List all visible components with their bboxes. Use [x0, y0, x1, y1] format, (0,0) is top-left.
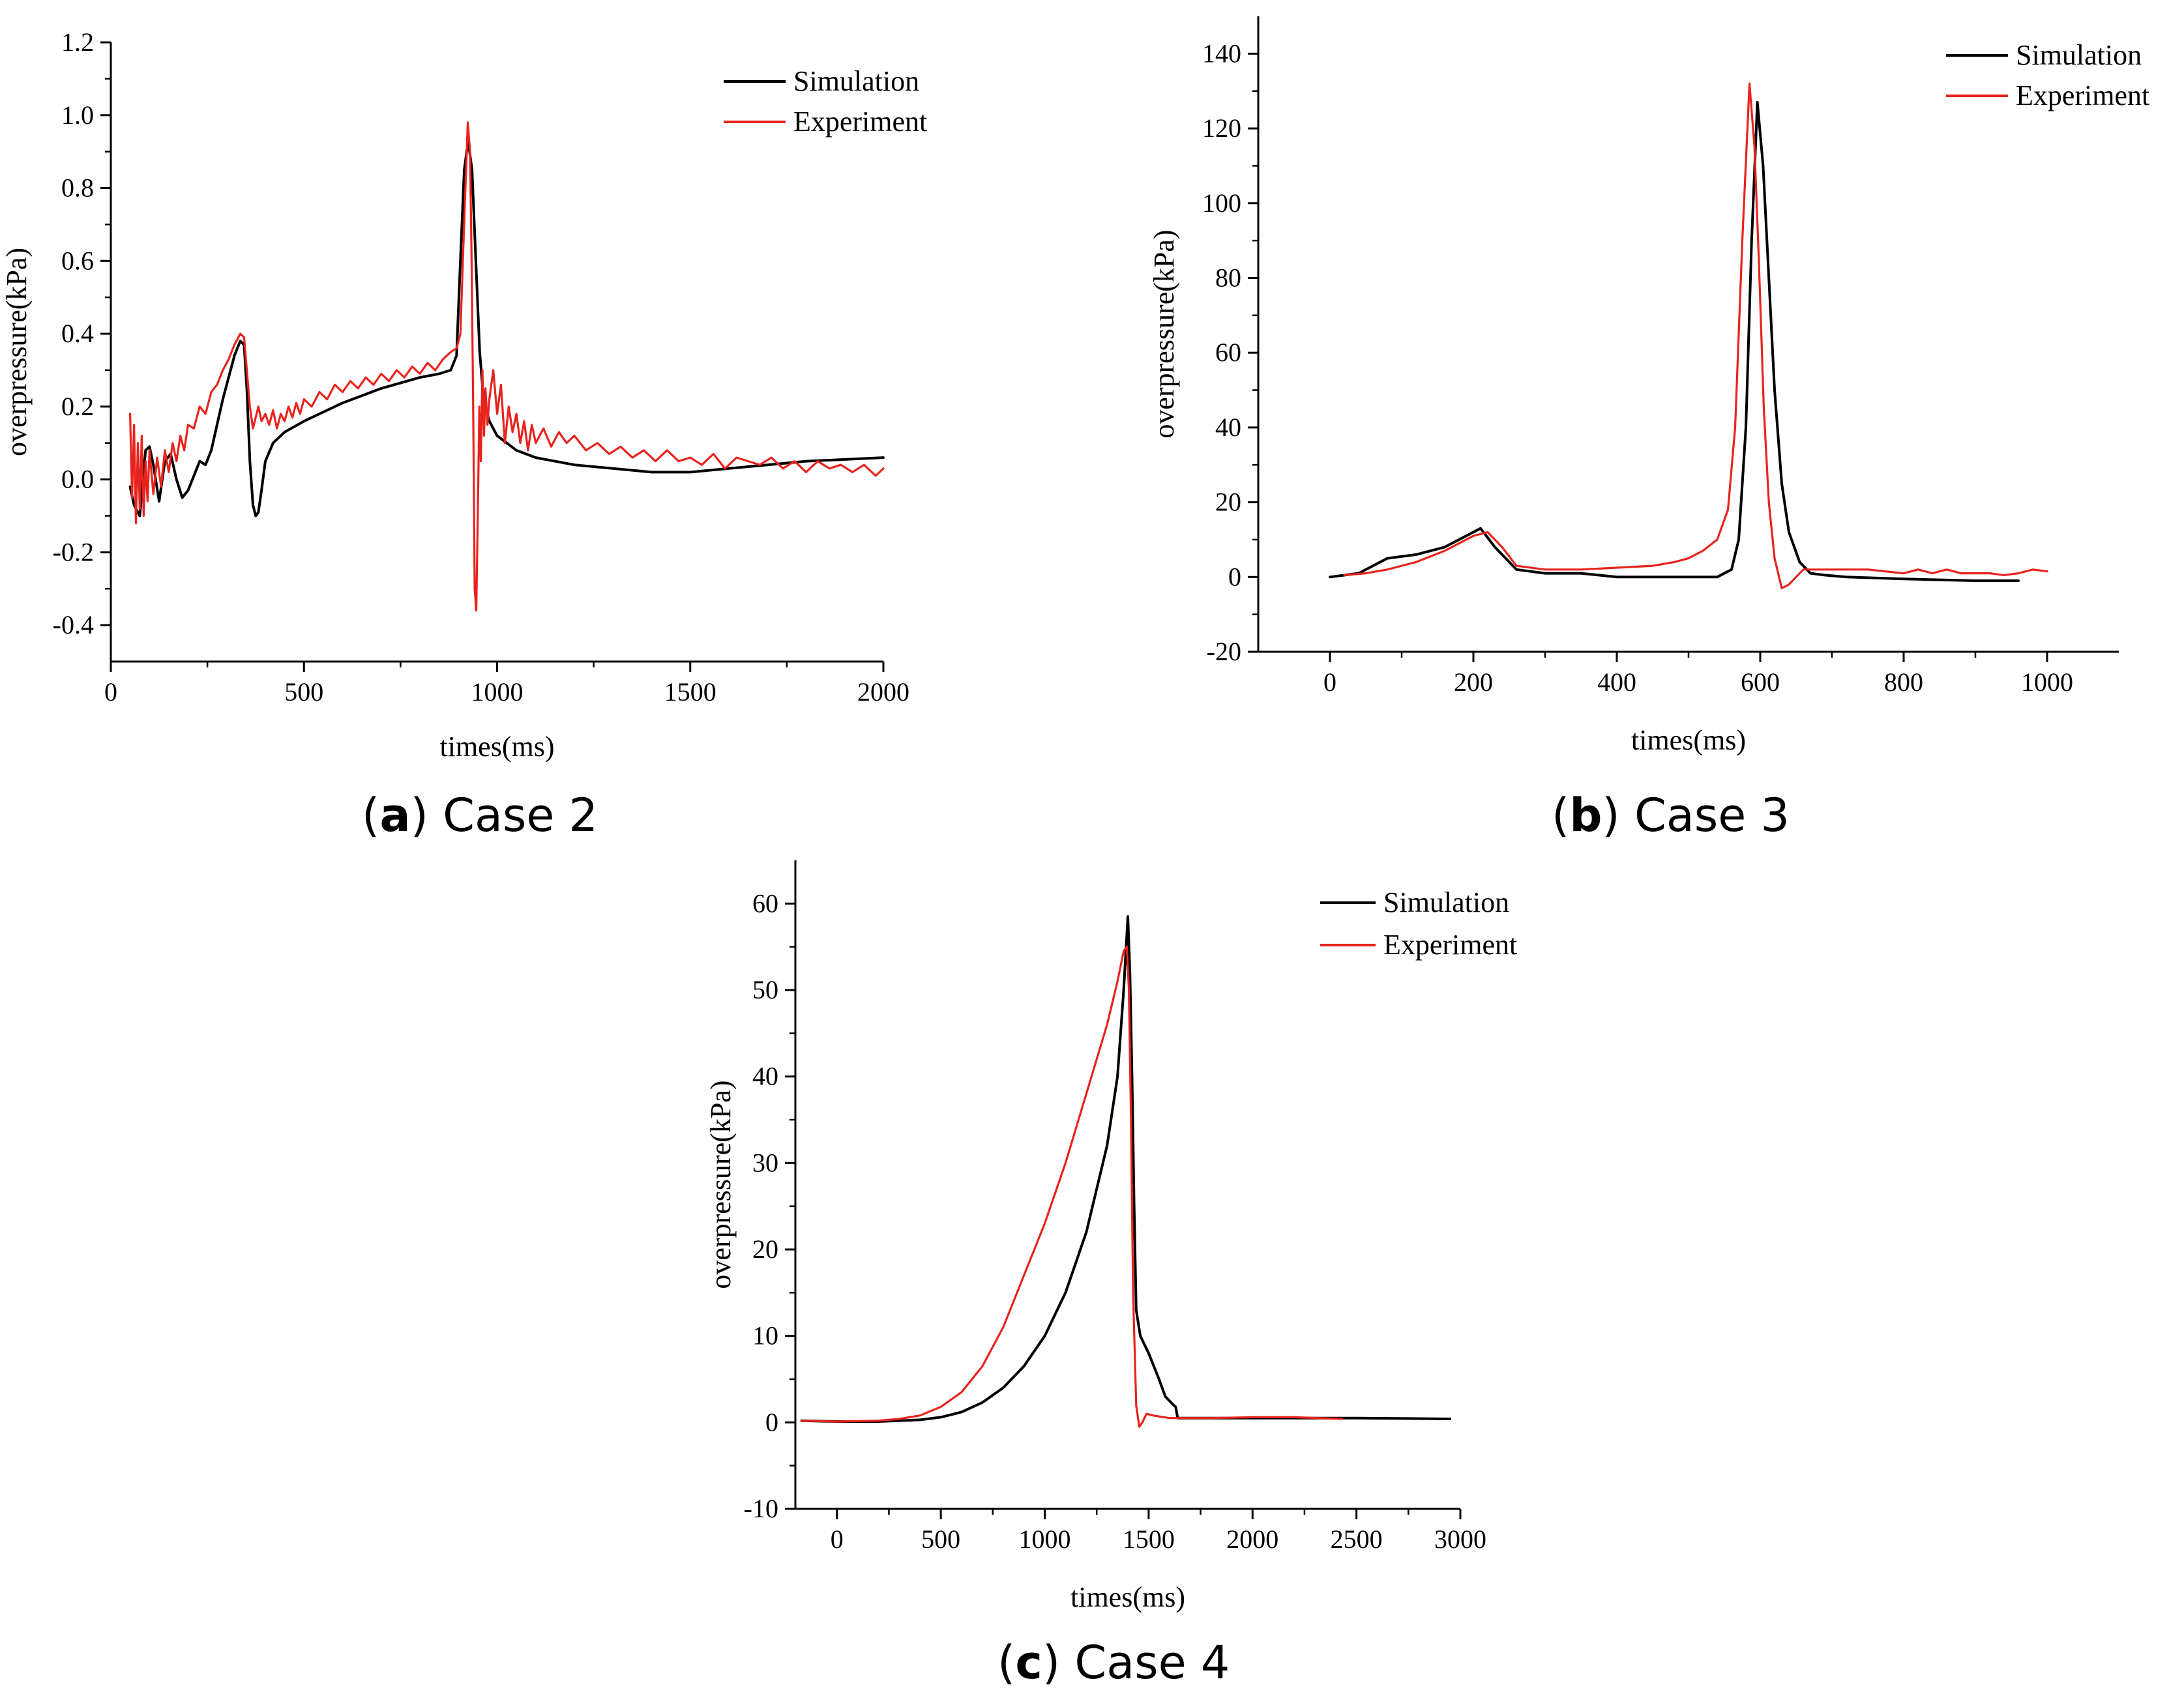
x-tick-label: 0 [1323, 667, 1336, 697]
series-line-experiment [1343, 82, 2048, 590]
legend-label-experiment: Experiment [1383, 929, 1517, 961]
x-tick-label: 3000 [1434, 1525, 1486, 1554]
x-tick-label: 1500 [1123, 1525, 1175, 1554]
y-tick-label: 0 [765, 1407, 778, 1437]
x-tick-label: 1500 [664, 677, 716, 707]
y-tick-label: 80 [1215, 263, 1241, 292]
x-axis-title: times(ms) [1631, 724, 1746, 756]
series-line-simulation [1329, 100, 2020, 582]
x-tick-label: 2500 [1331, 1525, 1383, 1554]
legend-label-simulation: Simulation [1383, 886, 1509, 918]
y-tick-label: 40 [752, 1062, 778, 1091]
y-tick-label: 30 [752, 1148, 778, 1177]
legend-label-simulation: Simulation [2016, 39, 2142, 71]
x-tick-label: 500 [921, 1525, 960, 1554]
y-tick-label: 0.4 [61, 319, 94, 348]
y-tick-label: -20 [1207, 637, 1241, 666]
y-tick-label: 10 [752, 1321, 778, 1350]
y-tick-label: 140 [1202, 38, 1241, 68]
y-tick-label: 0.8 [61, 173, 94, 203]
chart-a: 0 500 1000 1500 2000 -0.4 -0.2 0.0 0.2 0.4 0.6 0.8 1… [1, 27, 927, 763]
y-tick-label: 0.0 [61, 465, 94, 494]
x-tick-label: 2000 [1226, 1525, 1278, 1554]
y-tick-label: 0.2 [61, 392, 94, 421]
series-line-simulation [128, 139, 885, 518]
caption-c: (c) Case 4 [997, 1636, 1230, 1689]
y-tick-label: 100 [1202, 188, 1241, 218]
series-line-experiment [129, 121, 885, 612]
caption-a: (a) Case 2 [362, 789, 598, 842]
y-tick-label: -10 [744, 1494, 778, 1523]
x-tick-label: 0 [831, 1525, 844, 1554]
y-tick-label: 0 [1228, 562, 1241, 591]
y-tick-label: 120 [1202, 113, 1241, 143]
y-axis-title: overpressure(kPa) [705, 1080, 737, 1289]
y-tick-label: 20 [1215, 488, 1241, 517]
x-tick-label: 1000 [1019, 1525, 1071, 1554]
x-tick-label: 800 [1884, 667, 1923, 697]
y-tick-label: -0.2 [53, 537, 94, 566]
x-axis-title: times(ms) [1070, 1581, 1185, 1613]
y-tick-label: 0.6 [61, 246, 94, 275]
legend-label-experiment: Experiment [2016, 80, 2149, 111]
y-axis-title: overpressure(kPa) [1, 248, 33, 456]
chart-c: 0 500 1000 1500 2000 2500 3000 -10 0 10 20 30 40 50 60… [705, 860, 1517, 1613]
chart-b: 0 200 400 600 800 1000 -20 0 20 40 60 80 100 120 140 ti… [1148, 16, 2149, 756]
caption-b: (b) Case 3 [1552, 789, 1790, 842]
x-tick-label: 2000 [857, 677, 909, 707]
x-tick-label: 400 [1597, 667, 1636, 697]
x-axis-title: times(ms) [440, 731, 555, 763]
series-line-experiment [800, 946, 1343, 1428]
y-tick-label: 1.2 [61, 27, 94, 57]
legend-label-simulation: Simulation [793, 65, 919, 97]
y-tick-label: 60 [1215, 338, 1241, 367]
x-tick-label: 600 [1741, 667, 1780, 697]
x-tick-label: 200 [1454, 667, 1493, 697]
x-tick-label: 0 [104, 677, 117, 707]
y-tick-label: 20 [752, 1234, 778, 1264]
y-tick-label: 1.0 [61, 100, 94, 130]
y-tick-label: -0.4 [53, 610, 94, 639]
legend-label-experiment: Experiment [793, 106, 927, 138]
y-axis-title: overpressure(kPa) [1148, 229, 1180, 438]
x-tick-label: 1000 [2021, 667, 2073, 697]
series-line-simulation [800, 915, 1452, 1423]
y-tick-label: 60 [752, 888, 778, 918]
x-tick-label: 1000 [471, 677, 524, 707]
y-tick-label: 40 [1215, 413, 1241, 442]
y-tick-label: 50 [752, 975, 778, 1004]
x-tick-label: 500 [284, 677, 323, 707]
